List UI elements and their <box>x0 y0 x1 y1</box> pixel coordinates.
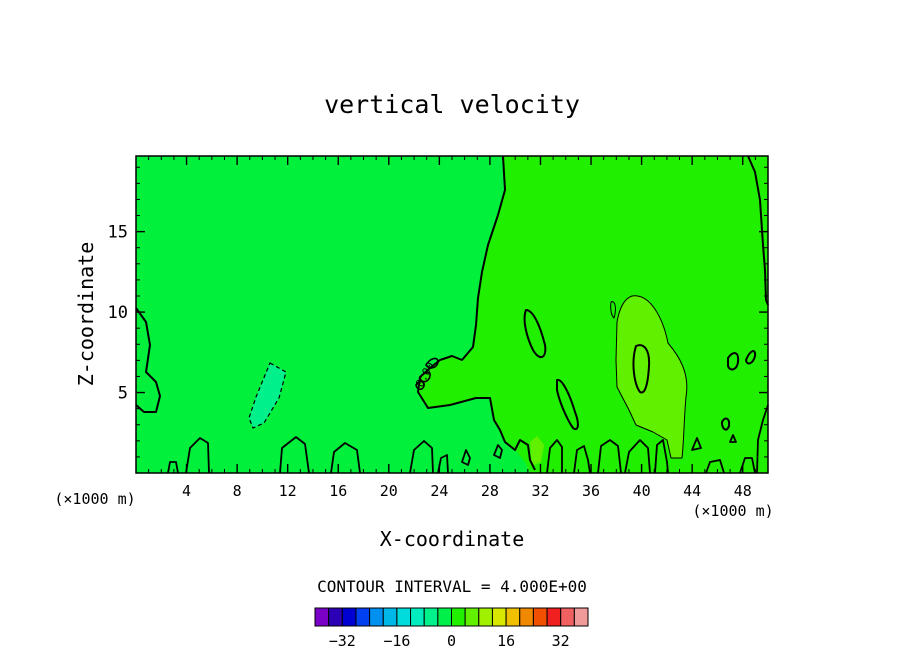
positive-patch <box>616 295 687 458</box>
colorbar-swatch <box>382 607 398 627</box>
colorbar-swatch <box>464 607 480 627</box>
zero-contour-left-edge <box>135 307 161 413</box>
zero-contour-main <box>417 155 536 471</box>
x-tick-label: 32 <box>531 482 549 500</box>
colorbar-swatch <box>410 607 425 627</box>
plot-area <box>136 156 768 473</box>
colorbar-swatch <box>573 607 589 627</box>
x-tick-label: 24 <box>430 482 448 500</box>
x-tick-label: 28 <box>481 482 499 500</box>
positive-contour-thin <box>615 295 688 459</box>
y-tick-label: 5 <box>118 384 128 404</box>
y-axis: 5 10 15 <box>108 166 768 458</box>
negative-patch <box>249 363 286 428</box>
contour-label-loops <box>415 357 439 391</box>
x-tick-label: 48 <box>734 482 752 500</box>
x-tick-label: 8 <box>233 482 242 500</box>
y-axis-label: Z-coordinate <box>74 242 98 387</box>
x-tick-label: 12 <box>279 482 297 500</box>
closed-contour-2 <box>556 378 579 431</box>
x-tick-label: 40 <box>633 482 651 500</box>
y-tick-label: 15 <box>108 223 128 243</box>
colorbar-swatch <box>519 607 534 627</box>
x-axis: 4 8 12 16 20 24 28 32 36 40 44 48 <box>148 156 756 500</box>
x-tick-label: 4 <box>182 482 191 500</box>
x-axis-label: X-coordinate <box>380 527 525 551</box>
colorbar-swatch <box>369 607 384 627</box>
colorbar-tick-label: 16 <box>497 632 515 650</box>
colorbar-swatch <box>355 607 371 627</box>
bottom-contours <box>167 404 769 474</box>
x-tick-label: 16 <box>329 482 347 500</box>
colorbar-swatch <box>328 607 343 627</box>
colorbar-swatch <box>314 607 330 627</box>
negative-contour-dashed <box>248 362 287 429</box>
zero-contour-right-edge <box>747 155 769 306</box>
closed-contour-6 <box>721 417 731 431</box>
closed-contour-1 <box>523 309 547 359</box>
colorbar-swatch <box>478 607 493 627</box>
colorbar-swatch <box>546 607 562 627</box>
colorbar-swatch <box>423 607 439 627</box>
colorbar-swatch <box>505 607 521 627</box>
contour-lines <box>135 155 769 474</box>
colorbar-swatch <box>396 607 412 627</box>
x-unit-left: (×1000 m) <box>54 490 135 508</box>
colorbar-tick-label: 0 <box>447 632 456 650</box>
colorbar: −32 −16 0 16 32 <box>314 607 589 650</box>
closed-contour-3 <box>632 344 651 394</box>
colorbar-tick-label: −32 <box>329 632 356 650</box>
chart-title: vertical velocity <box>324 90 580 119</box>
x-tick-label: 20 <box>380 482 398 500</box>
small-positive-patch <box>530 436 544 466</box>
contour-interval-label: CONTOUR INTERVAL = 4.000E+00 <box>317 577 587 596</box>
colorbar-swatch <box>451 607 466 627</box>
colorbar-swatch <box>437 607 453 627</box>
colorbar-swatch <box>491 607 507 627</box>
colorbar-swatch <box>560 607 575 627</box>
x-tick-label: 44 <box>683 482 701 500</box>
closed-contour-5 <box>745 350 757 365</box>
x-unit-right: (×1000 m) <box>692 502 773 520</box>
closed-contour-4 <box>727 352 740 371</box>
y-tick-label: 10 <box>108 303 128 323</box>
colorbar-swatch <box>341 607 357 627</box>
colorbar-swatch <box>532 607 548 627</box>
x-tick-label: 36 <box>582 482 600 500</box>
small-positive-contour <box>610 301 616 319</box>
colorbar-tick-label: −16 <box>383 632 410 650</box>
colorbar-tick-label: 32 <box>552 632 570 650</box>
